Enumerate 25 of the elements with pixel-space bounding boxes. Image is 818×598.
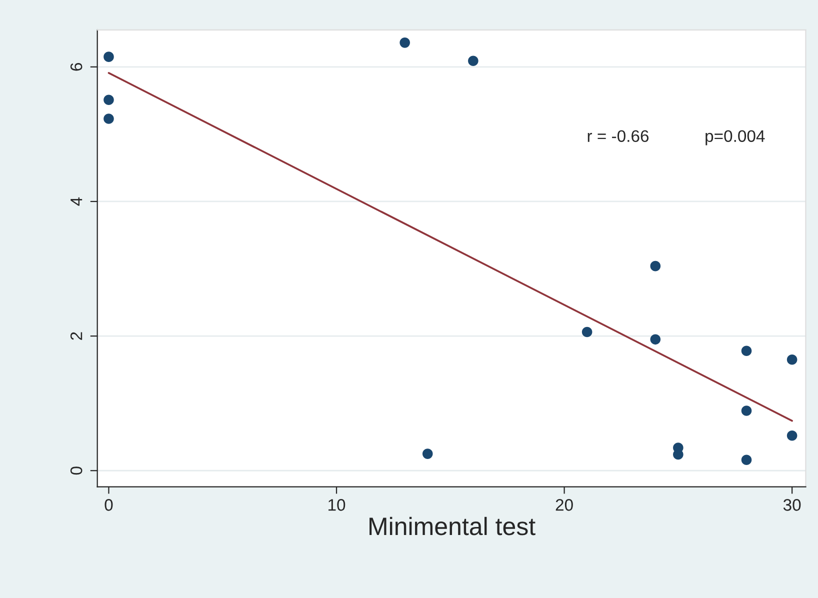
point xyxy=(741,454,752,466)
annotation: r = -0.66 xyxy=(588,130,649,142)
y-tick-label: 4 xyxy=(70,197,82,206)
x-tick-label: 10 xyxy=(328,499,346,511)
y-tick-label: 2 xyxy=(70,332,82,340)
x-tick-label: 20 xyxy=(556,499,573,511)
point xyxy=(104,114,114,124)
x-tick-label: 30 xyxy=(783,499,801,511)
point xyxy=(422,448,433,459)
x-axis-title: Minimental test xyxy=(370,516,536,536)
point xyxy=(468,56,478,66)
y-tick-label: 0 xyxy=(70,466,82,475)
y-tick-label: 6 xyxy=(70,63,82,71)
point xyxy=(786,430,798,441)
point xyxy=(741,406,752,416)
point xyxy=(741,346,752,356)
point xyxy=(650,260,661,272)
annotation: p=0.004 xyxy=(706,130,765,146)
point xyxy=(400,38,410,48)
point xyxy=(650,334,661,345)
x-tick-label: 0 xyxy=(104,499,113,511)
point xyxy=(104,52,114,62)
point xyxy=(582,326,592,338)
point xyxy=(104,94,114,106)
point xyxy=(786,354,798,365)
